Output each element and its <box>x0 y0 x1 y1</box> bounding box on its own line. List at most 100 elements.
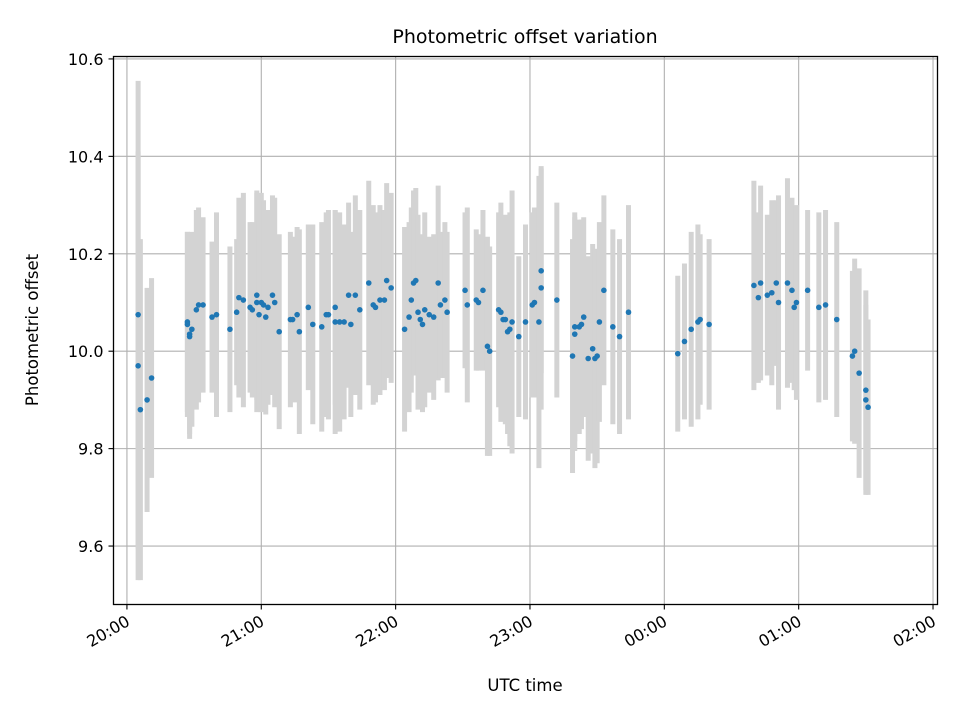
data-point <box>793 299 800 306</box>
data-point <box>289 316 296 323</box>
data-point <box>365 280 372 286</box>
x-axis-ticks: 20:00 21:00 22:00 23:00 00:00 01:00 02:00 <box>84 604 939 652</box>
data-point <box>775 299 782 306</box>
data-point <box>498 309 504 316</box>
data-point <box>522 319 529 325</box>
data-point <box>200 302 206 308</box>
data-point <box>863 387 869 393</box>
data-point <box>594 353 600 359</box>
data-point <box>863 397 869 403</box>
data-point <box>589 345 596 352</box>
data-point <box>137 406 144 413</box>
data-point <box>341 319 347 325</box>
chart-title: Photometric offset variation <box>392 26 657 48</box>
data-point <box>352 292 359 298</box>
y-tick-label: 9.8 <box>78 440 103 459</box>
data-point <box>406 314 412 320</box>
data-point <box>480 287 486 294</box>
data-point <box>531 299 538 306</box>
x-tick-label: 21:00 <box>218 612 267 652</box>
data-point <box>697 316 703 323</box>
data-point <box>610 324 616 330</box>
data-point <box>135 311 141 318</box>
data-point <box>144 397 150 403</box>
data-point <box>784 280 791 286</box>
data-point <box>688 326 694 333</box>
data-point <box>507 326 513 333</box>
data-point <box>554 297 560 303</box>
data-point <box>388 285 394 291</box>
data-point <box>269 292 276 298</box>
x-tick-label: 20:00 <box>84 612 133 652</box>
x-axis-title: UTC time <box>487 676 562 695</box>
data-point <box>332 304 338 311</box>
data-point <box>769 289 775 296</box>
data-point <box>706 321 712 328</box>
data-point <box>596 319 603 325</box>
data-point <box>849 353 856 359</box>
data-point <box>865 404 871 411</box>
data-point <box>773 280 780 286</box>
data-point <box>249 306 256 313</box>
data-point <box>681 338 688 345</box>
data-point <box>195 302 202 308</box>
data-point <box>484 343 491 350</box>
data-point <box>486 348 493 355</box>
x-tick-label: 23:00 <box>487 612 536 652</box>
data-point <box>833 316 840 323</box>
data-point <box>538 285 544 291</box>
plot-frame <box>112 55 939 606</box>
data-point <box>415 309 421 316</box>
data-point <box>227 326 233 333</box>
data-point <box>186 333 193 340</box>
data-point <box>401 326 408 333</box>
x-tick-label: 22:00 <box>352 612 401 652</box>
data-point <box>757 280 764 286</box>
data-point <box>383 277 390 284</box>
data-point <box>435 280 441 286</box>
data-point <box>816 304 822 311</box>
data-point <box>585 355 591 362</box>
data-point <box>764 292 771 298</box>
data-point <box>580 314 587 320</box>
data-point <box>502 316 509 323</box>
data-point <box>462 287 468 294</box>
data-point <box>856 370 862 376</box>
y-tick-label: 9.6 <box>78 537 103 556</box>
data-point <box>332 319 338 325</box>
data-point <box>240 297 247 303</box>
data-point <box>417 316 424 323</box>
data-point <box>357 306 363 313</box>
data-point <box>421 306 428 313</box>
y-tick-label: 10.0 <box>68 342 104 361</box>
data-point <box>209 314 215 320</box>
data-point <box>475 299 482 306</box>
data-point <box>262 314 269 320</box>
data-point <box>189 326 195 333</box>
data-point <box>791 304 797 311</box>
data-point <box>271 299 278 306</box>
error-bars <box>135 80 871 581</box>
data-point <box>755 294 762 301</box>
data-point <box>851 348 858 355</box>
data-point <box>296 328 303 335</box>
data-point <box>625 309 632 316</box>
data-point <box>325 311 332 318</box>
data-point <box>571 331 578 337</box>
data-point <box>265 304 271 311</box>
data-point <box>148 375 155 381</box>
y-axis-ticks: 9.6 9.8 10.0 10.2 10.4 10.6 <box>68 50 114 556</box>
data-point <box>372 304 379 311</box>
x-tick-label: 01:00 <box>755 612 804 652</box>
data-point <box>412 277 419 284</box>
data-point <box>426 311 433 318</box>
data-points <box>135 268 871 413</box>
data-point <box>538 268 544 274</box>
data-point <box>213 311 220 318</box>
data-point <box>444 309 450 316</box>
data-point <box>260 302 267 308</box>
data-point <box>437 302 444 308</box>
x-tick-label: 00:00 <box>621 612 670 652</box>
y-axis-title: Photometric offset <box>23 253 42 406</box>
y-tick-label: 10.2 <box>68 245 104 264</box>
